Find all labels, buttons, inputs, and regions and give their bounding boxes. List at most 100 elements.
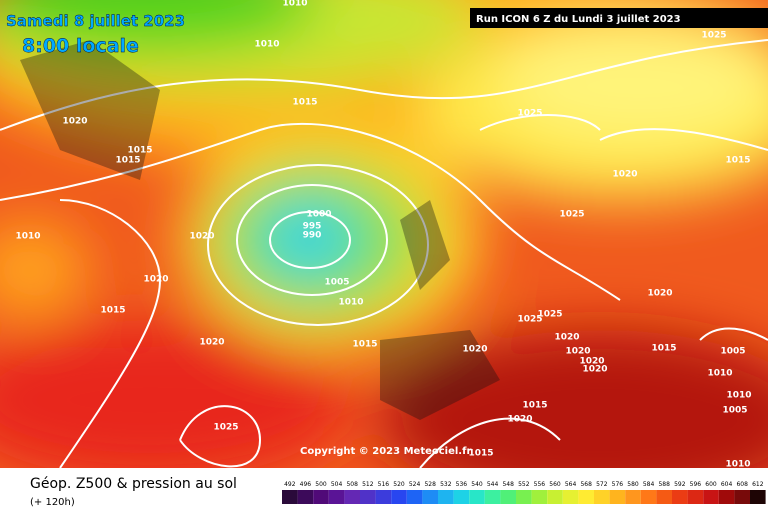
- isobar-label: 1020: [62, 117, 87, 127]
- scale-label: 504: [331, 481, 343, 488]
- scale-label: 500: [315, 481, 327, 488]
- isobar-label: 1010: [15, 232, 40, 242]
- isobar-label: 1010: [338, 298, 363, 308]
- scale-swatch: [594, 490, 610, 504]
- scale-label: 548: [502, 481, 514, 488]
- scale-swatch: [562, 490, 579, 504]
- scale-label: 492: [284, 481, 296, 488]
- isobar-label: 1025: [517, 109, 542, 119]
- isobar-label: 1015: [352, 340, 377, 350]
- scale-label: 584: [643, 481, 655, 488]
- scale-swatch: [375, 490, 392, 504]
- scale-label: 596: [690, 481, 702, 488]
- scale-swatch: [484, 490, 501, 504]
- isobar-label: 1015: [522, 401, 547, 411]
- scale-label: 572: [596, 481, 608, 488]
- scale-label: 520: [393, 481, 405, 488]
- scale-swatch: [328, 490, 345, 504]
- scale-label: 568: [580, 481, 592, 488]
- coastlines: [20, 40, 500, 420]
- scale-swatch: [344, 490, 360, 504]
- isobar-label: 1020: [462, 345, 487, 355]
- isobar-label: 1025: [537, 310, 562, 320]
- scale-swatch: [703, 490, 719, 504]
- isobar-label: 1025: [559, 210, 584, 220]
- isobar-label: 1000: [306, 210, 331, 220]
- isobar-label: 1005: [720, 347, 745, 357]
- scale-label: 516: [378, 481, 390, 488]
- scale-swatch: [422, 490, 438, 504]
- scale-label: 556: [534, 481, 546, 488]
- footer-lead: (+ 120h): [30, 497, 75, 508]
- isobar-label: 1010: [282, 0, 307, 9]
- isobar-label: 995: [303, 222, 322, 232]
- scale-label: 600: [705, 481, 717, 488]
- scale-swatch: [750, 490, 766, 504]
- scale-label: 580: [627, 481, 639, 488]
- scale-swatch: [625, 490, 641, 504]
- scale-label: 612: [752, 481, 764, 488]
- isobar-label: 1005: [324, 278, 349, 288]
- footer-title: Géop. Z500 & pression au sol: [30, 476, 237, 492]
- isobar-labels: 1010 1010 1015 1020 1015 1015 1025 1025 1015 1020…: [15, 0, 751, 470]
- scale-label: 564: [565, 481, 577, 488]
- isobar-label: 1015: [651, 344, 676, 354]
- scale-swatch: [406, 490, 423, 504]
- time: 8:00 locale: [22, 35, 139, 57]
- scale-swatch: [313, 490, 329, 504]
- scale-label: 608: [736, 481, 748, 488]
- scale-swatch: [547, 490, 563, 504]
- isobar-label: 1020: [647, 289, 672, 299]
- isobar-label: 1025: [701, 31, 726, 41]
- scale-swatch: [609, 490, 626, 504]
- scale-swatch: [469, 490, 485, 504]
- scale-swatch: [297, 490, 314, 504]
- scale-label: 524: [409, 481, 421, 488]
- scale-swatch: [453, 490, 470, 504]
- isobar-label: 1020: [554, 333, 579, 343]
- scale-swatch: [500, 490, 516, 504]
- isobar-label: 1015: [725, 156, 750, 166]
- scale-swatch: [438, 490, 454, 504]
- isobar-label: 1020: [565, 347, 590, 357]
- scale-label: 544: [487, 481, 499, 488]
- color-scale: 492 496 500 504 508 512 516 520 524 528 532 536 540 5…: [282, 481, 766, 504]
- isobar-label: 1005: [722, 406, 747, 416]
- isobar-label: 1015: [468, 449, 493, 459]
- scale-swatch: [360, 490, 376, 504]
- isobar-label: 1015: [115, 156, 140, 166]
- isobar-label: 1020: [612, 170, 637, 180]
- scale-label: 536: [456, 481, 468, 488]
- date: Samedi 8 juillet 2023: [6, 12, 185, 30]
- scale-swatch: [734, 490, 750, 504]
- scale-label: 576: [612, 481, 624, 488]
- scale-label: 552: [518, 481, 530, 488]
- scale-label: 604: [721, 481, 733, 488]
- isobar-label: 990: [303, 231, 322, 241]
- isobar-label: 1020: [582, 365, 607, 375]
- scale-label: 528: [424, 481, 436, 488]
- scale-label: 512: [362, 481, 374, 488]
- isobar-label: 1020: [579, 357, 604, 367]
- run-banner: [470, 8, 768, 28]
- scale-label: 532: [440, 481, 452, 488]
- run: Run ICON 6 Z du Lundi 3 juillet 2023: [476, 14, 681, 25]
- scale-swatch: [656, 490, 672, 504]
- isobar-label: 1025: [213, 423, 238, 433]
- isobar-label: 1015: [292, 98, 317, 108]
- scale-swatch: [282, 490, 298, 504]
- isobar-lines: [0, 39, 768, 468]
- scale-swatch: [516, 490, 532, 504]
- scale-swatch: [531, 490, 548, 504]
- scale-label: 496: [300, 481, 312, 488]
- scale-label: 592: [674, 481, 686, 488]
- isobar-label: 1015: [100, 306, 125, 316]
- isobar-label: 1020: [143, 275, 168, 285]
- isobar-label: 1010: [254, 40, 279, 50]
- scale-swatch: [672, 490, 688, 504]
- scale-swatch: [687, 490, 704, 504]
- scale-swatch: [391, 490, 407, 504]
- copyright: Copyright © 2023 Meteociel.fr: [300, 446, 471, 457]
- isobar-label: 1010: [707, 369, 732, 379]
- isobar-label: 1010: [725, 460, 750, 470]
